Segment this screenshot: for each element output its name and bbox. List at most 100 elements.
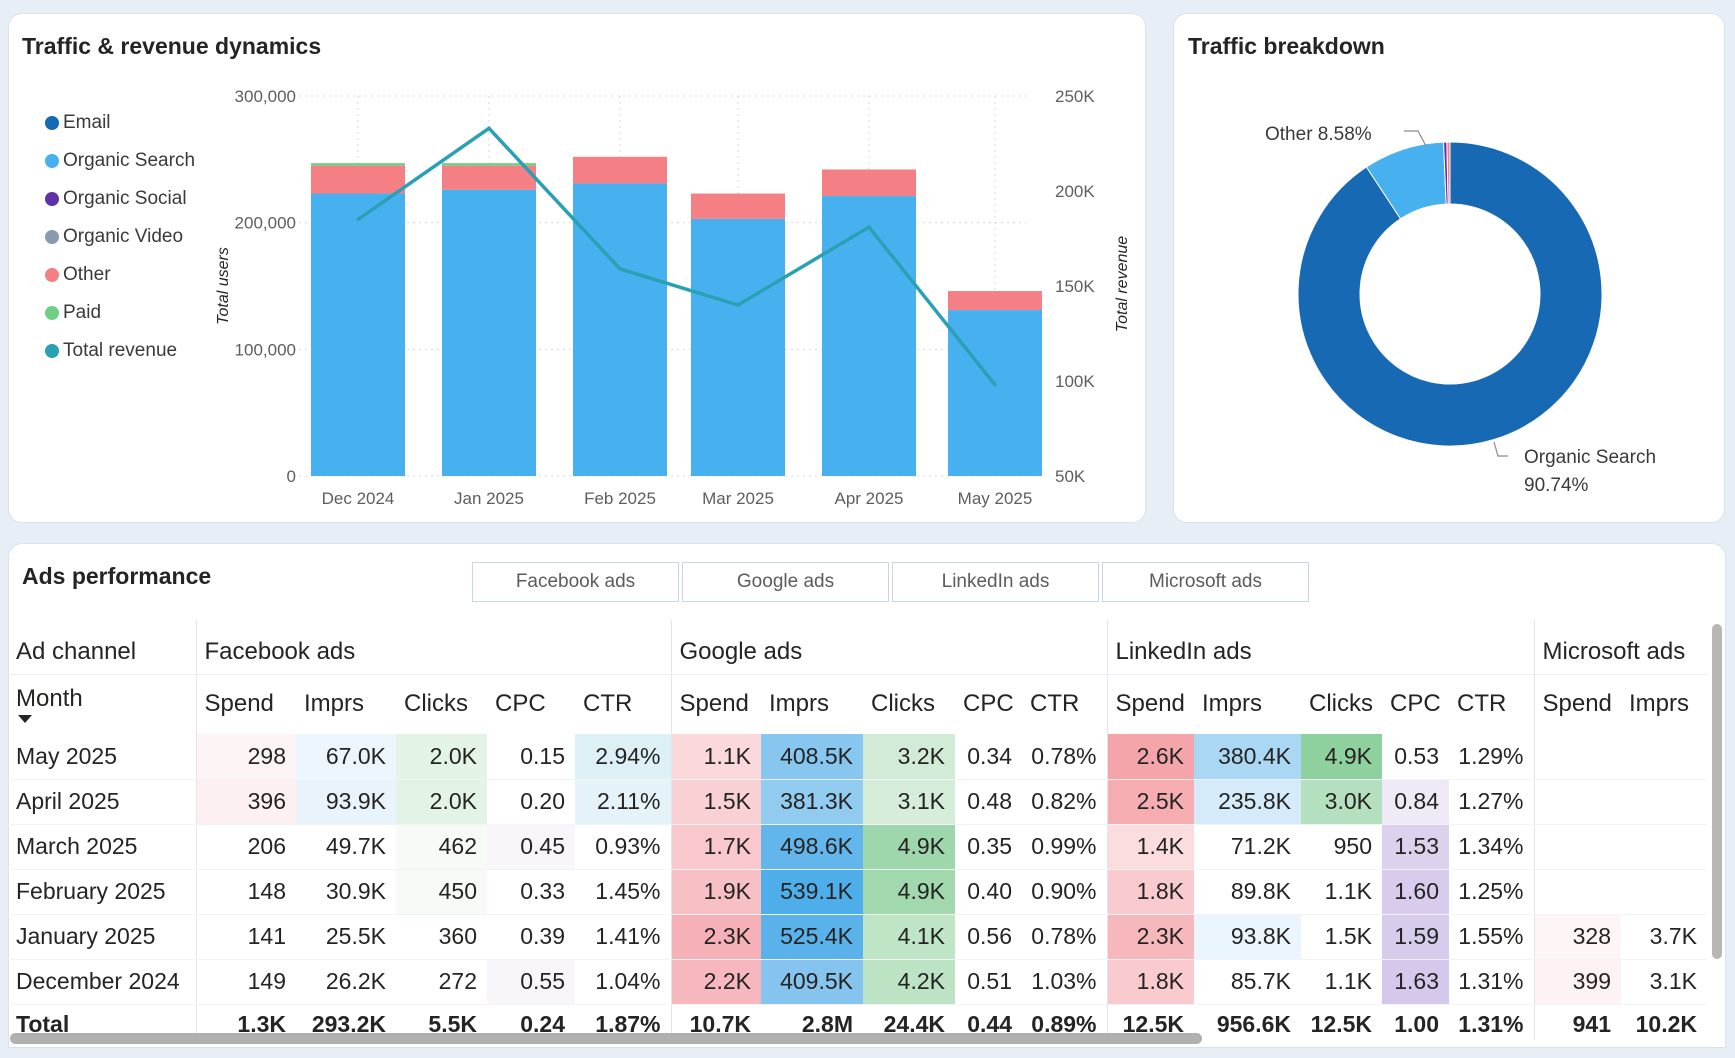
header-spend[interactable]: Spend [195,674,296,734]
header-group-google: Google ads [670,620,1107,675]
table-cell: 328 [1533,914,1621,960]
header-month[interactable]: Month [8,674,196,734]
revenue-point[interactable] [487,126,491,130]
table-cell: 1.27% [1449,779,1534,825]
bar-organic-search-jan-2025[interactable] [442,189,536,476]
legend-item-email[interactable]: Email [45,104,195,142]
legend-label: Paid [63,302,102,323]
bar-organic-search-apr-2025[interactable] [822,196,916,477]
horizontal-scrollbar[interactable] [10,1033,1202,1044]
legend-item-paid[interactable]: Paid [45,294,195,332]
legend-dot-icon [45,306,59,320]
table-row[interactable]: January 2025 141 25.5K 360 0.39 1.41% 2.3K 525.… [8,914,1707,960]
bar-organic-search-may-2025[interactable] [948,310,1042,476]
ads-table-container[interactable]: Ad channel Facebook ads Google ads Linke… [8,620,1712,1040]
header-imprs[interactable]: Imprs [304,690,364,718]
header-ctr[interactable]: CTR [583,690,633,718]
table-cell: 1.1K [1301,959,1382,1005]
revenue-point[interactable] [356,218,360,221]
table-cell: 93.8K [1194,914,1301,960]
legend-item-organic-social[interactable]: Organic Social [45,180,195,218]
revenue-point[interactable] [993,383,997,387]
bar-other-dec-2024[interactable] [311,165,405,194]
bar-organic-search-dec-2024[interactable] [311,193,405,477]
table-cell: 1.29% [1449,734,1534,780]
traffic-breakdown-title: Traffic breakdown [1188,33,1385,59]
table-cell: 0.15 [487,734,575,780]
revenue-point[interactable] [736,303,740,307]
header-ctr[interactable]: CTR [1457,690,1507,718]
bar-paid-dec-2024[interactable] [311,163,405,166]
legend-item-total-revenue[interactable]: Total revenue [45,332,195,370]
table-row[interactable]: March 2025 206 49.7K 462 0.45 0.93% 1.7K 498.6K… [8,824,1707,870]
bar-organic-search-feb-2025[interactable] [573,183,667,476]
header-imprs[interactable]: Imprs [1202,690,1262,718]
legend-item-organic-search[interactable]: Organic Search [45,142,195,180]
tab-google-ads[interactable]: Google ads [682,562,889,602]
table-cell: 0.55 [487,959,575,1005]
leader-line-organic [1493,441,1508,457]
sort-desc-icon[interactable] [18,715,32,724]
bar-paid-jan-2025[interactable] [442,163,536,166]
header-clicks[interactable]: Clicks [1309,690,1373,718]
table-cell: 26.2K [296,959,396,1005]
header-cpc[interactable]: CPC [963,690,1014,718]
table-cell: 30.9K [296,869,396,915]
table-cell: 950 [1301,824,1382,870]
header-group-facebook: Facebook ads [195,620,671,675]
legend-item-organic-video[interactable]: Organic Video [45,218,195,256]
revenue-point[interactable] [867,225,871,229]
slice-paid[interactable] [1446,141,1451,205]
header-spend[interactable]: Spend [670,674,761,734]
header-group-microsoft: Microsoft ads [1533,620,1707,675]
header-imprs[interactable]: Imprs [1629,690,1689,718]
bar-other-may-2025[interactable] [948,291,1042,311]
header-cpc[interactable]: CPC [1390,690,1441,718]
bar-organic-search-mar-2025[interactable] [691,218,785,476]
legend-label: Email [63,112,111,133]
vertical-scrollbar[interactable] [1712,624,1722,959]
header-spend[interactable]: Spend [1106,674,1194,734]
y2-tick-label: 250K [1055,87,1095,106]
tab-facebook-ads[interactable]: Facebook ads [472,562,679,602]
table-cell: 272 [396,959,487,1005]
header-clicks[interactable]: Clicks [871,690,935,718]
y2-tick-label: 150K [1055,277,1095,296]
table-cell: 2.2K [670,959,761,1005]
tab-linkedin-ads[interactable]: LinkedIn ads [892,562,1099,602]
revenue-line[interactable] [357,125,997,386]
month-cell: April 2025 [8,779,196,825]
donut-label-organic-name: Organic Search [1524,447,1656,468]
tab-microsoft-ads[interactable]: Microsoft ads [1102,562,1309,602]
bar-other-jan-2025[interactable] [442,165,536,190]
table-cell: 396 [195,779,296,825]
x-tick-label: Mar 2025 [702,489,774,508]
header-spend[interactable]: Spend [1533,674,1621,734]
header-ctr[interactable]: CTR [1030,690,1080,718]
traffic-revenue-chart: 0 100,000 200,000 300,000 50K 100K 150K 200K 250… [215,87,1131,508]
total-cell: 1.00 [1382,1004,1449,1040]
bar-other-mar-2025[interactable] [691,193,785,219]
revenue-point[interactable] [618,267,622,271]
table-row[interactable]: February 2025 148 30.9K 450 0.33 1.45% 1.9K 539… [8,869,1707,915]
header-clicks[interactable]: Clicks [404,690,468,718]
legend-item-other[interactable]: Other [45,256,195,294]
bar-other-apr-2025[interactable] [822,169,916,197]
slice-organic-search[interactable] [1297,141,1603,447]
table-row[interactable]: December 2024 149 26.2K 272 0.55 1.04% 2.2K 409… [8,959,1707,1005]
legend-dot-icon [45,192,59,206]
legend-label: Total revenue [63,340,178,361]
table-cell: 1.45% [575,869,671,915]
table-row[interactable]: May 2025 298 67.0K 2.0K 0.15 2.94% 1.1K 408.5K 3… [8,734,1707,780]
x-tick-label: May 2025 [958,489,1033,508]
bar-other-feb-2025[interactable] [573,156,667,184]
header-cpc[interactable]: CPC [495,690,546,718]
table-cell: 1.60 [1382,869,1449,915]
table-cell: 0.35 [955,824,1022,870]
table-cell: 1.55% [1449,914,1534,960]
table-cell: 1.9K [670,869,761,915]
table-row[interactable]: April 2025 396 93.9K 2.0K 0.20 2.11% 1.5K 381.3… [8,779,1707,825]
header-imprs[interactable]: Imprs [769,690,829,718]
table-cell: 498.6K [761,824,863,870]
traffic-breakdown-card: Traffic breakdown Other 8.58% Organic Sea… [1173,13,1725,523]
